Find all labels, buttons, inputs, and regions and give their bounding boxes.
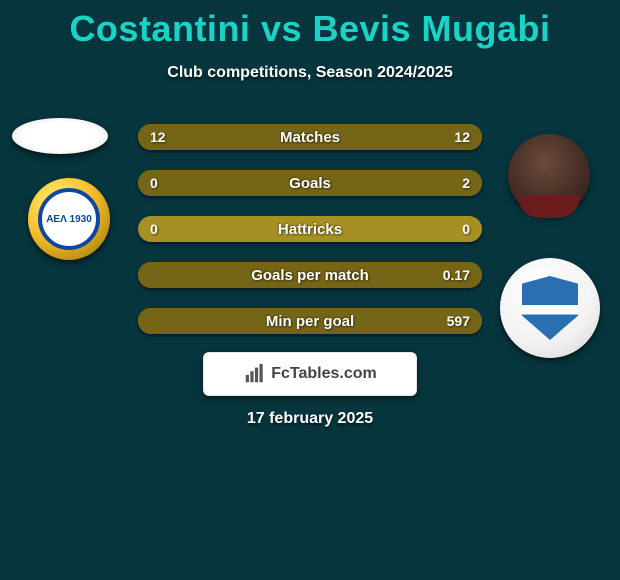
source-badge-text: FcTables.com — [271, 365, 377, 383]
stat-label: Goals — [138, 175, 482, 192]
player2-club-badge — [500, 258, 600, 358]
shield-icon — [522, 276, 578, 340]
stat-label: Matches — [138, 129, 482, 146]
stat-row: 00Hattricks — [138, 216, 482, 242]
title-player1: Costantini — [69, 8, 250, 49]
player1-club-badge: ΑΕΛ 1930 — [28, 178, 110, 260]
stat-label: Min per goal — [138, 313, 482, 330]
stat-row: 1212Matches — [138, 124, 482, 150]
stats-table: 1212Matches 02Goals 00Hattricks 0.17Goals p… — [138, 124, 482, 354]
title-vs: vs — [250, 8, 312, 49]
player2-avatar — [508, 134, 590, 216]
bar-chart-icon — [243, 363, 265, 385]
subtitle: Club competitions, Season 2024/2025 — [0, 64, 620, 82]
stat-row: 02Goals — [138, 170, 482, 196]
stat-label: Goals per match — [138, 267, 482, 284]
source-badge[interactable]: FcTables.com — [203, 352, 417, 396]
player1-avatar — [12, 118, 108, 154]
stat-row: 0.17Goals per match — [138, 262, 482, 288]
page-title: Costantini vs Bevis Mugabi — [0, 0, 620, 50]
stat-row: 597Min per goal — [138, 308, 482, 334]
comparison-date: 17 february 2025 — [0, 410, 620, 428]
stat-label: Hattricks — [138, 221, 482, 238]
player1-club-text: ΑΕΛ 1930 — [38, 188, 100, 250]
title-player2: Bevis Mugabi — [312, 8, 550, 49]
